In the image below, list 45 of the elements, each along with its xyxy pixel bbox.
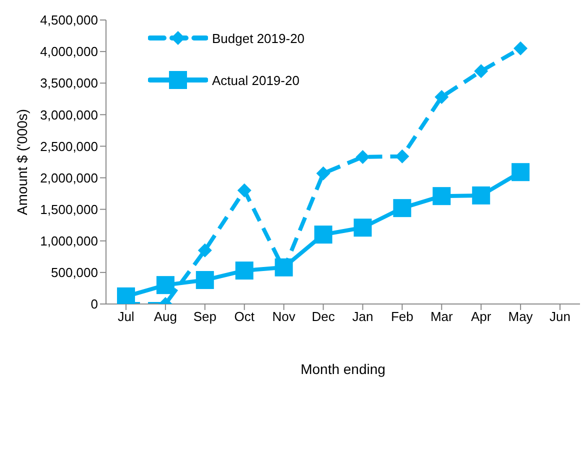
point xyxy=(198,243,212,258)
x-tick-label: Aug xyxy=(154,309,178,324)
x-tick-label: Apr xyxy=(470,309,492,324)
x-tick-label: Oct xyxy=(234,309,255,324)
point xyxy=(314,226,332,244)
y-tick-label: 500,000 xyxy=(51,265,98,280)
point xyxy=(237,183,252,198)
point xyxy=(512,163,530,182)
y-tick-label: 1,500,000 xyxy=(40,202,98,217)
legend-label: Budget 2019-20 xyxy=(212,30,305,46)
point xyxy=(432,187,451,206)
x-tick-label: Jun xyxy=(550,309,570,324)
point xyxy=(514,41,528,56)
point xyxy=(393,199,412,218)
point xyxy=(156,276,174,294)
point xyxy=(117,287,135,304)
point xyxy=(274,258,293,276)
point xyxy=(356,150,370,164)
x-tick-label: Nov xyxy=(272,309,296,324)
x-tick-label: Mar xyxy=(430,309,454,324)
y-tick-label: 4,000,000 xyxy=(40,44,98,60)
x-axis-title: Month ending xyxy=(300,360,386,377)
x-tick-label: Dec xyxy=(312,309,336,324)
y-tick-label: 4,500,000 xyxy=(40,12,98,28)
point xyxy=(395,149,410,164)
legend-label: Actual 2019-20 xyxy=(212,72,300,88)
y-tick-label: 1,000,000 xyxy=(40,234,98,249)
y-tick-label: 3,500,000 xyxy=(40,76,98,91)
point xyxy=(196,271,214,290)
point xyxy=(235,262,254,280)
point xyxy=(474,64,488,78)
y-tick-label: 3,000,000 xyxy=(40,107,98,122)
x-tick-label: May xyxy=(508,309,534,324)
y-tick-label: 2,000,000 xyxy=(40,170,98,186)
y-tick-label: 2,500,000 xyxy=(40,138,98,154)
x-tick-label: Feb xyxy=(390,309,414,324)
x-tick-label: Jul xyxy=(118,309,134,324)
y-axis-title: Amount $ ('000s) xyxy=(14,108,30,216)
x-tick-label: Sep xyxy=(193,309,216,324)
x-tick-label: Jan xyxy=(352,309,374,324)
point xyxy=(472,186,490,204)
point xyxy=(354,218,372,237)
point xyxy=(434,90,449,104)
y-tick-label: 0 xyxy=(90,296,98,312)
point xyxy=(316,166,330,180)
